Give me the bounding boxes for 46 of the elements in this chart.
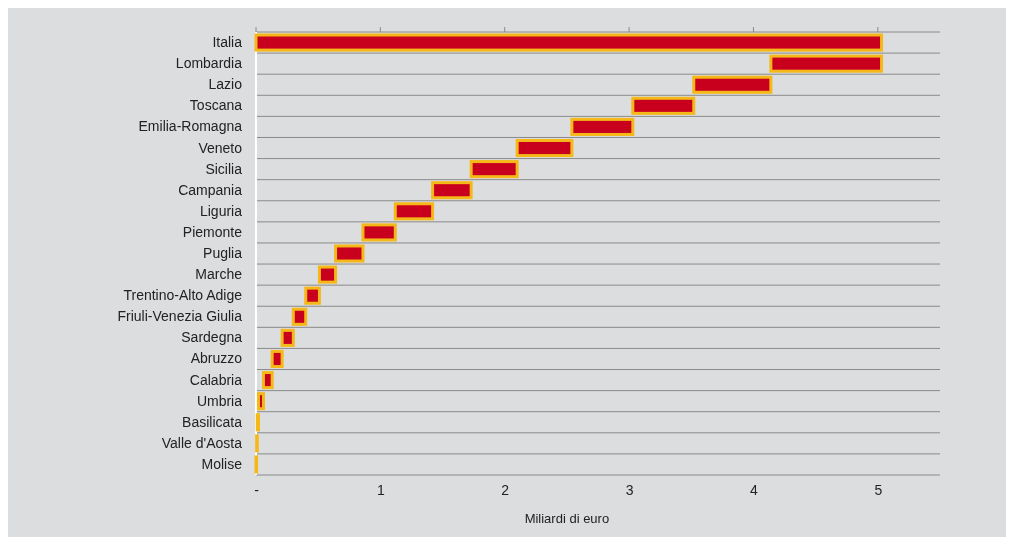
- bar: [515, 138, 574, 158]
- bar: [692, 75, 773, 94]
- y-tick-label: Valle d'Aosta: [161, 434, 243, 451]
- bar: [469, 160, 519, 179]
- x-tick-label: 1: [376, 481, 385, 498]
- x-tick-label: -: [254, 481, 260, 498]
- bar: [570, 117, 635, 136]
- x-tick-label: 5: [874, 481, 883, 498]
- y-tick-label: Veneto: [198, 139, 243, 156]
- y-tick-label: Toscana: [189, 97, 243, 114]
- y-tick-label: Piemonte: [182, 223, 243, 240]
- x-axis-title: Miliardi di euro: [524, 511, 610, 526]
- y-tick-label: Marche: [195, 266, 243, 283]
- bar: [304, 286, 321, 305]
- x-tick-label: 4: [750, 481, 759, 498]
- y-tick-label: Umbria: [196, 392, 243, 409]
- y-tick-label: Trentino-Alto Adige: [123, 287, 243, 304]
- y-tick-label: Basilicata: [182, 413, 243, 430]
- y-tick-label: Puglia: [203, 244, 243, 261]
- bar: [431, 181, 473, 200]
- bar: [254, 33, 884, 52]
- y-tick-label: Calabria: [189, 371, 243, 388]
- x-tick-label: 2: [501, 481, 510, 498]
- y-tick-label: Lazio: [208, 76, 243, 93]
- bar: [769, 54, 884, 73]
- bar: [270, 349, 284, 369]
- bar: [334, 244, 365, 263]
- y-tick-label: Sardegna: [181, 329, 243, 346]
- bar: [256, 392, 265, 411]
- bar: [280, 328, 295, 347]
- y-tick-label: Friuli-Venezia Giulia: [117, 308, 243, 325]
- bar: [317, 265, 338, 284]
- y-tick-label: Liguria: [199, 202, 243, 219]
- y-tick-label: Italia: [212, 34, 243, 51]
- bar: [393, 202, 435, 221]
- x-tick-label: 3: [625, 481, 634, 498]
- y-tick-label: Sicilia: [205, 160, 243, 177]
- bar: [261, 371, 274, 390]
- y-tick-label: Molise: [201, 455, 243, 472]
- y-tick-label: Emilia-Romagna: [138, 118, 243, 135]
- y-tick-label: Lombardia: [175, 55, 243, 72]
- bar: [291, 307, 308, 326]
- bar: [631, 96, 696, 115]
- y-tick-label: Abruzzo: [190, 350, 243, 367]
- y-tick-label: Campania: [178, 181, 243, 198]
- bar: [361, 223, 397, 242]
